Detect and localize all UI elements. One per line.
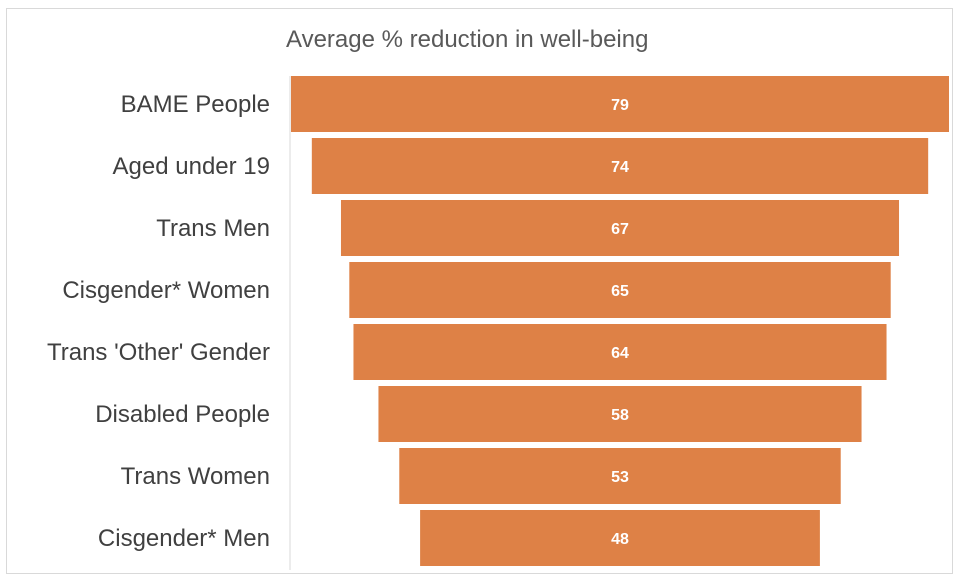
- bar-8: [420, 510, 820, 566]
- category-label-4: Cisgender* Women: [62, 277, 270, 304]
- bar-4: [349, 262, 891, 318]
- category-label-7: Trans Women: [121, 463, 270, 490]
- bar-3: [340, 200, 900, 256]
- data-label-2: 74: [611, 159, 629, 176]
- category-label-3: Trans Men: [156, 215, 270, 242]
- bar-1: [291, 76, 949, 132]
- data-label-8: 48: [611, 531, 629, 548]
- category-label-8: Cisgender* Men: [98, 525, 270, 552]
- bar-6: [378, 386, 862, 442]
- bar-7: [399, 448, 841, 504]
- bar-5: [353, 324, 887, 380]
- bar-2: [311, 138, 929, 194]
- data-label-3: 67: [611, 221, 629, 238]
- bars-group: 79 BAME People 74 Aged under 19 67 Trans Men 6…: [47, 76, 949, 566]
- category-label-2: Aged under 19: [113, 153, 270, 180]
- data-label-7: 53: [611, 469, 629, 486]
- chart-title: Average % reduction in well-being: [286, 26, 649, 53]
- category-label-1: BAME People: [121, 91, 270, 118]
- category-label-5: Trans 'Other' Gender: [47, 339, 270, 366]
- category-label-6: Disabled People: [95, 401, 270, 428]
- data-label-6: 58: [611, 407, 629, 424]
- data-label-1: 79: [611, 97, 629, 114]
- data-label-4: 65: [611, 283, 629, 300]
- data-label-5: 64: [611, 345, 629, 362]
